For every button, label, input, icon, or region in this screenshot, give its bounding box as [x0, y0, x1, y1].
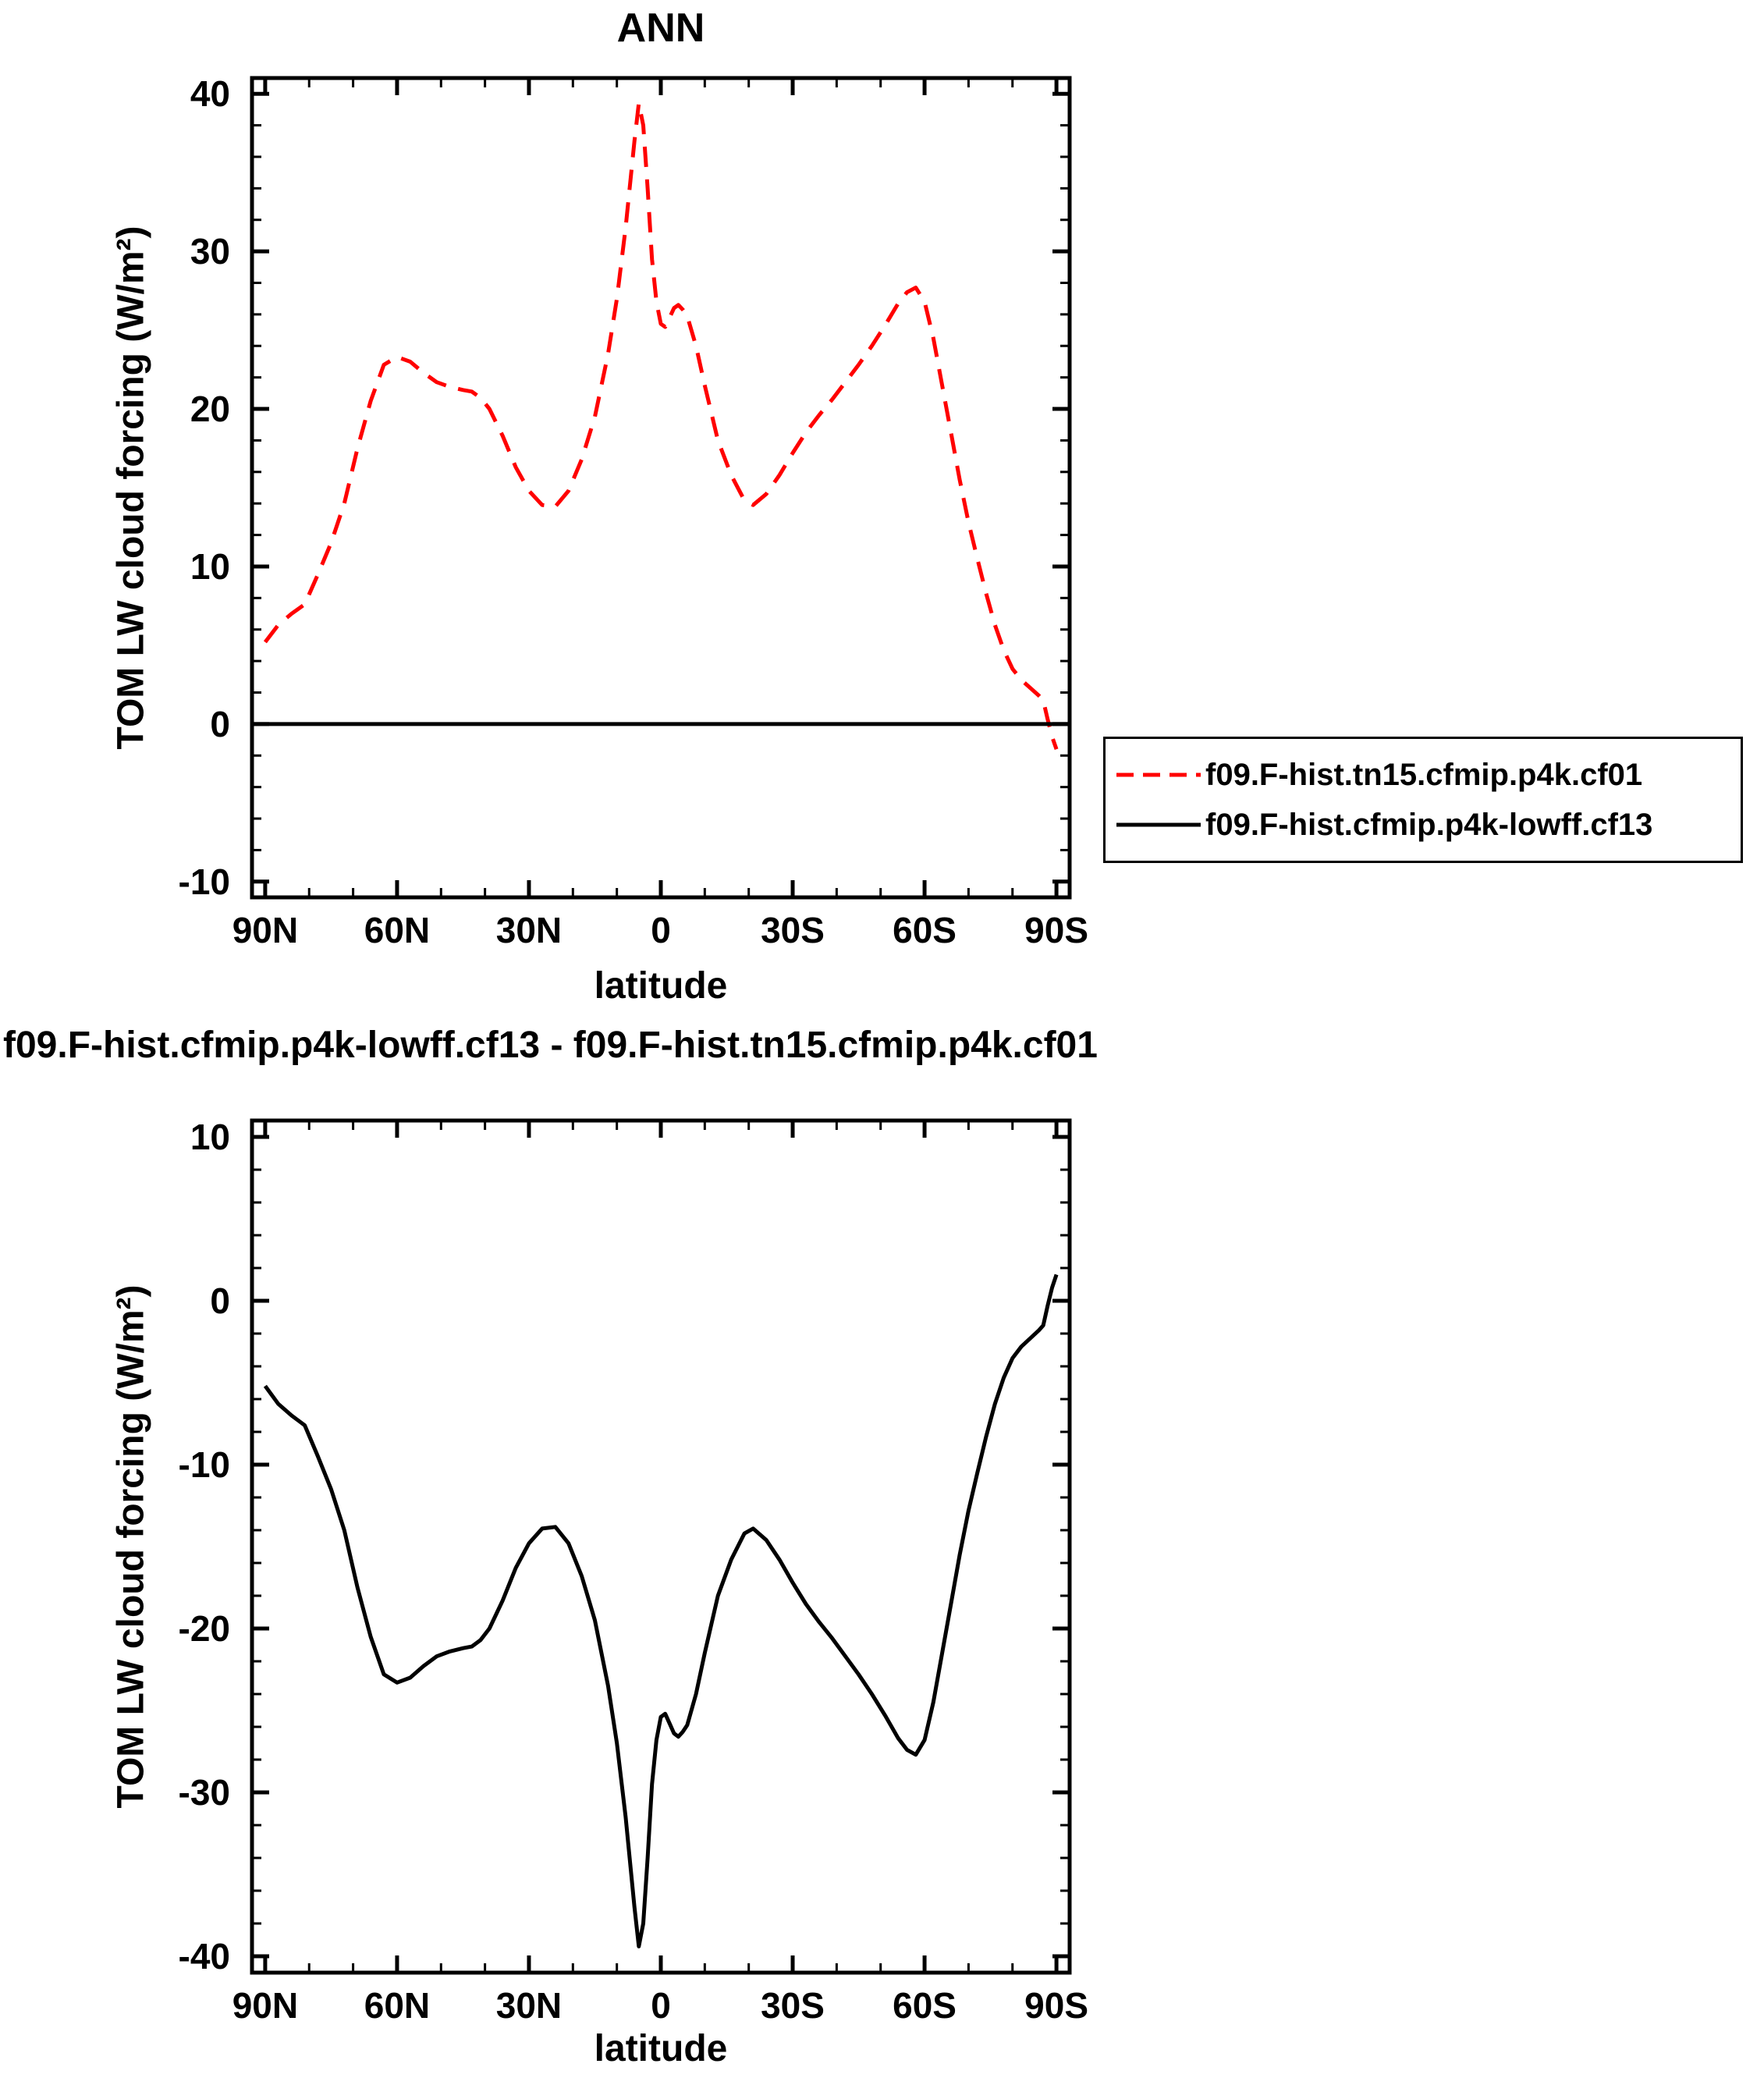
y-tick-label: -40: [179, 1936, 230, 1977]
x-tick-label: 30S: [761, 910, 825, 950]
y-tick-label: -10: [179, 861, 230, 902]
bottom-chart-title: f09.F-hist.cfmip.p4k-lowff.cf13 - f09.F-…: [3, 1025, 1098, 1066]
y-tick-label: 20: [190, 389, 230, 429]
x-tick-label: 90S: [1024, 1985, 1088, 2026]
x-tick-label: 30S: [761, 1985, 825, 2026]
x-tick-label: 90N: [232, 910, 298, 950]
y-tick-label: -20: [179, 1608, 230, 1649]
x-tick-label: 90S: [1024, 910, 1088, 950]
series-lines: [252, 101, 1070, 751]
x-tick-label: 60S: [893, 910, 957, 950]
legend-label-p4k-cf01: f09.F-hist.tn15.cfmip.p4k.cf01: [1205, 757, 1643, 792]
series-lines: [263, 1273, 1059, 1948]
x-tick-label: 60S: [893, 1985, 957, 2026]
legend-solid-line-sample: [1116, 822, 1201, 827]
legend-entry-lowff-cf13: f09.F-hist.cfmip.p4k-lowff.cf13: [1106, 800, 1741, 850]
y-tick-label: 10: [190, 1117, 230, 1157]
series-line-0: [263, 101, 1059, 751]
axes-ticks: 90N 60N 30N 0 30S 60S 90S 40 30 20 10 0 -10: [179, 73, 1089, 950]
y-tick-label: 40: [190, 73, 230, 114]
series-line-0: [263, 1273, 1059, 1948]
y-tick-label: 0: [210, 704, 230, 744]
axes-ticks: 90N 60N 30N 0 30S 60S 90S 10 0 -10 -20 -30 -40: [179, 1117, 1089, 2026]
x-tick-label: 60N: [364, 910, 430, 950]
x-tick-label: 30N: [496, 1985, 562, 2026]
legend-label-lowff-cf13: f09.F-hist.cfmip.p4k-lowff.cf13: [1205, 807, 1653, 842]
bottom-chart-x-axis-label: latitude: [594, 2028, 728, 2069]
plot-frame: [250, 76, 1072, 900]
legend-entry-p4k-cf01: f09.F-hist.tn15.cfmip.p4k.cf01: [1106, 750, 1741, 800]
legend-dashed-line-sample: [1116, 773, 1201, 777]
y-tick-label: 10: [190, 546, 230, 587]
top-chart-title: ANN: [616, 5, 705, 51]
y-tick-label: -30: [179, 1772, 230, 1813]
x-tick-label: 30N: [496, 910, 562, 950]
x-tick-label: 60N: [364, 1985, 430, 2026]
top-chart-canvas: 90N 60N 30N 0 30S 60S 90S 40 30 20 10 0 -10: [179, 73, 1089, 950]
top-chart-x-axis-label: latitude: [594, 965, 728, 1007]
x-tick-label: 90N: [232, 1985, 298, 2026]
bottom-chart-canvas: 90N 60N 30N 0 30S 60S 90S 10 0 -10 -20 -30 -40: [179, 1117, 1089, 2026]
y-tick-label: 30: [190, 231, 230, 272]
legend-box: f09.F-hist.tn15.cfmip.p4k.cf01 f09.F-his…: [1103, 737, 1743, 863]
plot-frame: [250, 1118, 1072, 1975]
x-tick-label: 0: [651, 910, 671, 950]
y-tick-label: -10: [179, 1444, 230, 1485]
x-tick-label: 0: [651, 1985, 671, 2026]
y-tick-label: 0: [210, 1280, 230, 1321]
